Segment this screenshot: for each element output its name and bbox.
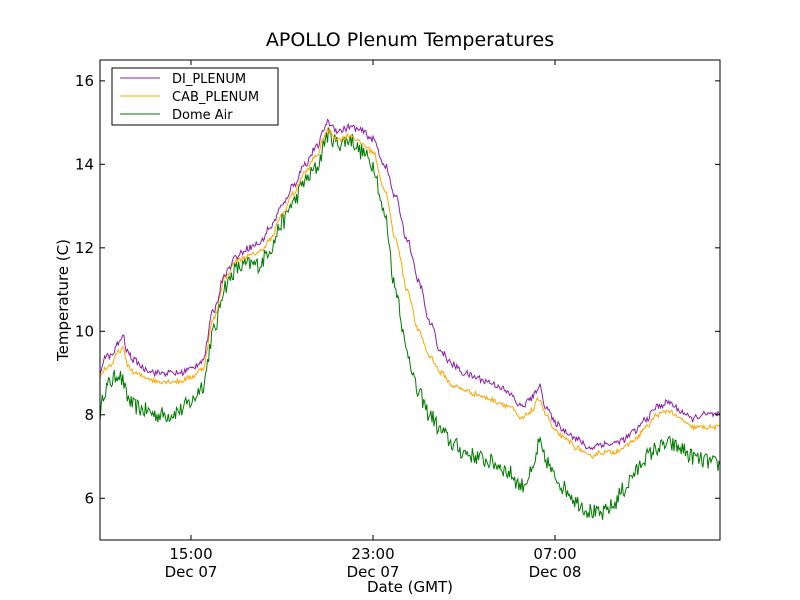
y-tick-label: 16 [75, 72, 94, 90]
legend: DI_PLENUM CAB_PLENUM Dome Air [111, 67, 279, 126]
chart-title: APOLLO Plenum Temperatures [266, 29, 554, 51]
legend-label: DI_PLENUM [172, 72, 246, 87]
x-tick-label-date: Dec 07 [347, 563, 400, 581]
y-tick-label: 14 [75, 155, 94, 173]
y-tick-label: 8 [84, 406, 94, 424]
series-line-cab-plenum [100, 126, 720, 460]
y-tick-label: 6 [84, 489, 94, 507]
series-line-di-plenum [100, 118, 720, 451]
x-axis-title: Date (GMT) [367, 578, 453, 596]
legend-label: CAB_PLENUM [172, 90, 259, 105]
y-tick-label: 10 [75, 322, 94, 340]
y-tick-label: 12 [75, 239, 94, 257]
x-tick-label-date: Dec 07 [165, 563, 218, 581]
x-tick-label-time: 15:00 [169, 545, 212, 563]
plot-frame [99, 59, 721, 541]
x-tick-label-time: 07:00 [533, 545, 576, 563]
series-layer [100, 118, 720, 520]
x-tick-label-time: 23:00 [351, 545, 394, 563]
series-line-dome-air [100, 127, 720, 520]
y-axis-title: Temperature (C) [54, 239, 72, 362]
x-tick-label-date: Dec 08 [529, 563, 582, 581]
legend-label: Dome Air [172, 108, 233, 123]
